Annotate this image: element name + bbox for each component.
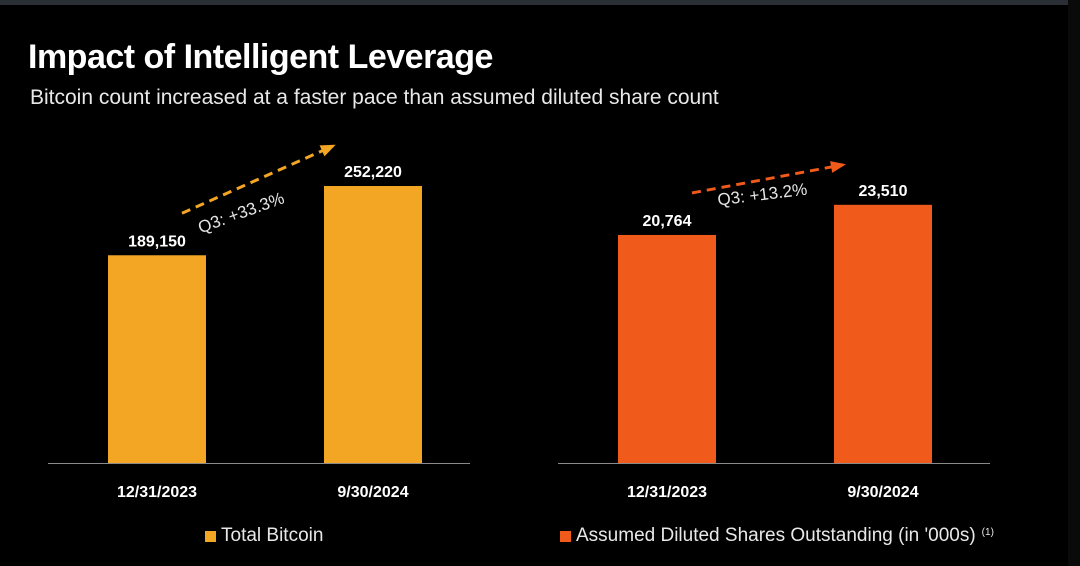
footnote-marker: (1) [981,526,994,538]
growth-arrow-2 [691,163,844,195]
window-right-edge [1068,0,1080,566]
x-tick-label-1-1: 12/31/2023 [117,484,197,501]
legend-label-total-bitcoin: Total Bitcoin [221,525,324,546]
growth-arrow-1 [181,144,334,215]
growth-label-2: Q3: +13.2% [716,180,808,210]
legend-label-diluted-shares: Assumed Diluted Shares Outstanding (in '… [576,525,976,546]
growth-arrowhead-1 [319,144,336,157]
data-label-2-2: 23,510 [859,183,908,200]
bar-1-1 [108,255,206,463]
legend-swatch-total-bitcoin [205,530,216,542]
bar-2-2 [834,204,932,463]
data-label-1-2: 252,220 [344,164,402,181]
legend-total-bitcoin: Total Bitcoin [205,525,323,547]
legend-swatch-diluted-shares [560,530,571,542]
data-label-2-1: 20,764 [643,213,692,230]
slide-title: Impact of Intelligent Leverage [28,38,493,76]
x-tick-label-2-1: 12/31/2023 [627,484,707,501]
bar-2-1 [618,234,716,463]
slide-subtitle: Bitcoin count increased at a faster pace… [30,86,719,109]
data-label-1-1: 189,150 [128,233,186,250]
legend-diluted-shares: Assumed Diluted Shares Outstanding (in '… [560,525,994,547]
x-tick-label-1-2: 9/30/2024 [337,484,408,501]
bar-1-2 [324,186,422,463]
growth-label-1: Q3: +33.3% [195,188,286,237]
growth-arrowhead-2 [830,161,846,173]
window-top-bar [0,0,1080,5]
x-tick-label-2-2: 9/30/2024 [847,484,918,501]
